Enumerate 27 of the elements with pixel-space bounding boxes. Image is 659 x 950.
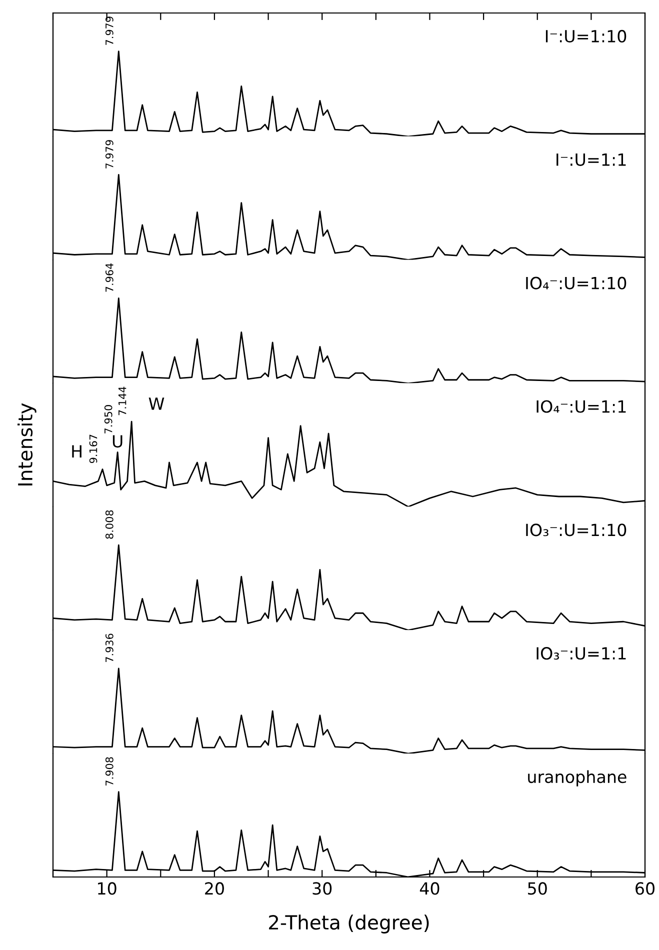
x-axis-title: 2-Theta (degree) xyxy=(269,914,429,934)
annotation: 7.979 xyxy=(105,140,114,168)
x-tick-label: 60 xyxy=(636,882,654,895)
annotation: 7.979 xyxy=(105,16,114,45)
text: IO₃⁻:U=1:10 xyxy=(526,524,626,536)
x-tick-label: 30 xyxy=(312,882,332,895)
legend-label: I⁻:U=1:10 xyxy=(546,30,626,43)
annotation: U xyxy=(112,435,122,448)
x-tick-label: 10 xyxy=(98,882,116,895)
annotation: 7.144 xyxy=(118,386,126,416)
x-tick-label: 50 xyxy=(528,882,547,895)
text: IO₄⁻:U=1:10 xyxy=(526,276,626,290)
annotation: 8.008 xyxy=(105,510,114,539)
text: uranophane xyxy=(528,770,626,786)
annotation: 9.167 xyxy=(89,434,98,464)
annotation: W xyxy=(148,398,164,410)
text: I⁻:U=1:1 xyxy=(556,154,626,166)
annotation: 7.936 xyxy=(105,634,114,662)
annotation: H xyxy=(72,445,82,458)
text: IO₃⁻:U=1:1 xyxy=(536,647,626,660)
annotation: 7.950 xyxy=(104,405,112,434)
x-tick-label: 40 xyxy=(420,882,440,895)
annotation: 7.908 xyxy=(105,757,114,786)
x-tick-label: 20 xyxy=(205,882,224,895)
y-axis-title: Intensity xyxy=(18,403,36,486)
annotation: 7.964 xyxy=(105,263,114,292)
text: IO₄⁻:U=1:1 xyxy=(536,400,626,413)
